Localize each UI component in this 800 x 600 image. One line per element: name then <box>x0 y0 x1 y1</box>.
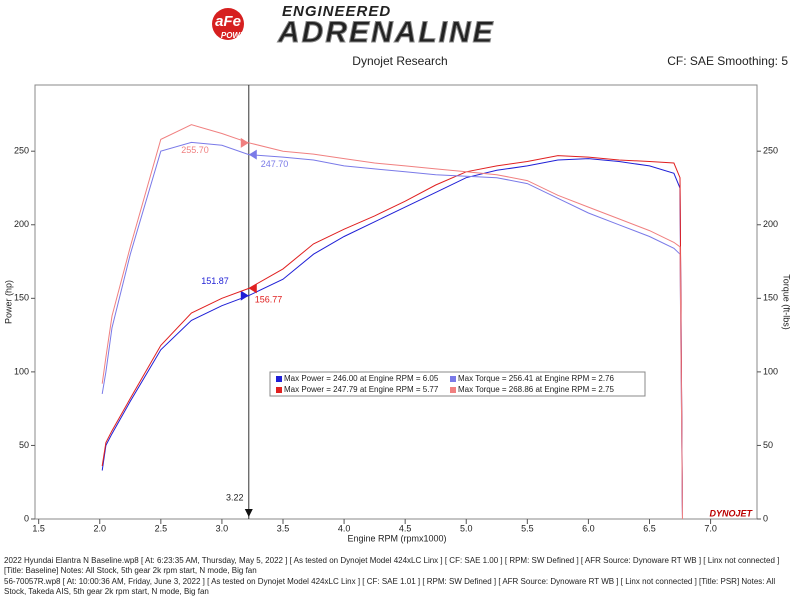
chart: aFe POWER ENGINEERED ADRENALINE Dynojet … <box>3 3 792 543</box>
legend-swatch <box>276 387 282 393</box>
watermark: DYNOJET <box>709 508 753 518</box>
cursor-value-label: 255.70 <box>181 145 209 155</box>
y2-axis-label: Torque (ft-lbs) <box>782 274 792 330</box>
legend-box <box>269 371 646 397</box>
x-tick-label: 1.5 <box>32 523 45 533</box>
legend-swatch <box>450 387 456 393</box>
cursor-label: 3.22 <box>226 492 244 502</box>
y2-tick-label: 200 <box>763 219 778 229</box>
cursor-marker <box>240 137 249 148</box>
cursor-marker <box>248 149 257 160</box>
plot-frame <box>34 84 758 520</box>
y2-tick-label: 150 <box>763 293 778 303</box>
footer-line: 2022 Hyundai Elantra N Baseline.wp8 [ At… <box>4 556 780 575</box>
x-axis-label: Engine RPM (rpmx1000) <box>347 533 446 543</box>
cursor-value-label: 247.70 <box>261 159 289 169</box>
y2-tick-label: 0 <box>763 513 768 523</box>
chart-title: Dynojet Research <box>352 54 447 68</box>
cursor-value-label: 156.77 <box>255 295 283 305</box>
y-tick-label: 200 <box>14 219 29 229</box>
y2-tick-label: 250 <box>763 146 778 156</box>
legend-entry: Max Power = 247.79 at Engine RPM = 5.77 <box>284 385 439 394</box>
y2-tick-label: 50 <box>763 440 773 450</box>
cursor-marker <box>248 283 257 294</box>
x-tick-label: 6.0 <box>582 523 595 533</box>
x-tick-label: 7.0 <box>704 523 717 533</box>
x-tick-label: 2.0 <box>93 523 106 533</box>
y-tick-label: 150 <box>14 293 29 303</box>
cursor-marker <box>240 290 249 301</box>
y-tick-label: 250 <box>14 146 29 156</box>
legend-entry: Max Torque = 256.41 at Engine RPM = 2.76 <box>458 374 615 383</box>
x-tick-label: 4.0 <box>338 523 351 533</box>
legend-swatch <box>450 376 456 382</box>
legend-swatch <box>276 376 282 382</box>
logo-sub: POWER <box>221 31 251 40</box>
footer-line: 56-70057R.wp8 [ At: 10:00:36 AM, Friday,… <box>4 577 776 596</box>
x-tick-label: 6.5 <box>643 523 656 533</box>
cursor-arrow <box>244 509 253 517</box>
series-line <box>101 141 683 520</box>
y-tick-label: 100 <box>14 366 29 376</box>
cursor-value-label: 151.87 <box>201 276 229 286</box>
chart-subtitle: CF: SAE Smoothing: 5 <box>667 54 788 68</box>
tagline: ENGINEERED <box>282 3 391 20</box>
series-line <box>101 158 683 520</box>
legend-entry: Max Power = 246.00 at Engine RPM = 6.05 <box>284 374 439 383</box>
series-line <box>101 124 683 520</box>
x-tick-label: 5.5 <box>521 523 534 533</box>
x-tick-label: 2.5 <box>155 523 168 533</box>
x-tick-label: 5.0 <box>460 523 473 533</box>
logo: aFe <box>215 13 241 30</box>
series-line <box>101 155 683 520</box>
logo-badge <box>212 8 244 40</box>
y-tick-label: 50 <box>19 440 29 450</box>
brand: ADRENALINE <box>277 16 495 49</box>
y-tick-label: 0 <box>24 513 29 523</box>
x-tick-label: 3.0 <box>216 523 229 533</box>
y2-tick-label: 100 <box>763 366 778 376</box>
x-tick-label: 3.5 <box>277 523 290 533</box>
legend-entry: Max Torque = 268.86 at Engine RPM = 2.75 <box>458 385 615 394</box>
y-axis-label: Power (hp) <box>3 280 13 324</box>
x-tick-label: 4.5 <box>399 523 412 533</box>
